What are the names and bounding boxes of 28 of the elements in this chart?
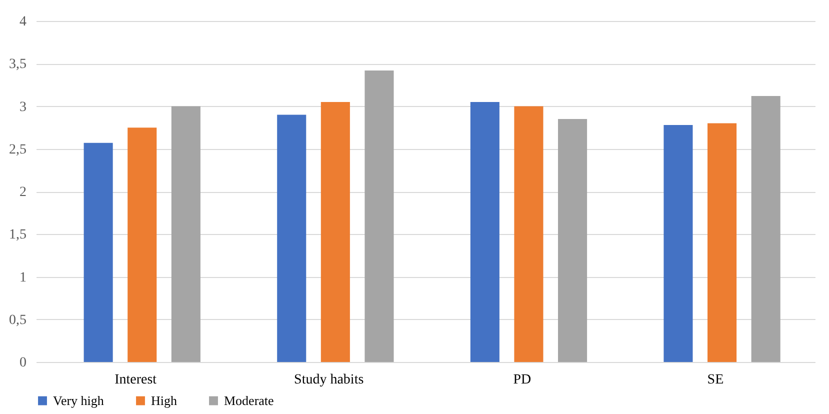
bar — [84, 142, 113, 362]
legend-label: Moderate — [224, 392, 274, 408]
y-tick-label: 3,5 — [9, 57, 26, 72]
legend-label: High — [151, 392, 178, 408]
bar — [514, 106, 544, 362]
bar — [277, 114, 306, 362]
y-tick-label: 1 — [20, 270, 26, 286]
bar — [751, 96, 780, 362]
bar — [664, 125, 693, 362]
x-tick-label: SE — [707, 372, 724, 388]
bar — [470, 102, 500, 362]
bar — [558, 119, 588, 362]
bar — [708, 123, 737, 362]
bar — [364, 70, 394, 362]
y-tick-label: 0,5 — [9, 312, 26, 328]
bar — [171, 106, 200, 362]
y-tick-label: 2,5 — [9, 142, 26, 158]
y-tick-label: 1,5 — [9, 228, 26, 243]
y-tick-label: 2 — [20, 185, 26, 200]
x-tick-label: PD — [513, 372, 532, 388]
x-tick-label: Study habits — [294, 372, 364, 388]
bar — [128, 128, 157, 362]
y-tick-label: 4 — [20, 14, 26, 30]
y-tick-label: 3 — [20, 100, 26, 115]
y-tick-label: 0 — [20, 356, 26, 370]
x-tick-label: Interest — [114, 372, 157, 388]
bar — [320, 102, 350, 362]
legend-label: Very high — [53, 392, 104, 408]
